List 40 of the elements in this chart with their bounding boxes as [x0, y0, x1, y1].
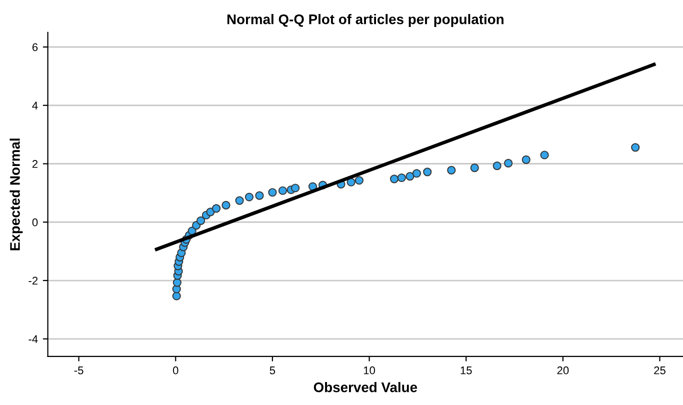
- point: [470, 164, 479, 172]
- point: [447, 166, 456, 174]
- point: [222, 200, 230, 210]
- point: [631, 143, 640, 152]
- point: [406, 172, 414, 181]
- point: [540, 150, 549, 160]
- x-axis-title: Observed Value: [314, 382, 418, 392]
- point: [278, 186, 288, 195]
- point: [492, 162, 502, 170]
- point: [397, 173, 406, 182]
- chart-title: Normal Q-Q Plot of articles per population: [227, 14, 504, 27]
- x-tick-label: 5: [270, 366, 276, 374]
- point: [196, 216, 206, 225]
- point: [412, 169, 422, 178]
- x-tick-label: 20: [557, 366, 569, 374]
- y-tick-label: 4: [32, 102, 38, 110]
- point: [268, 188, 277, 197]
- y-tick-label: -4: [28, 335, 38, 343]
- y-tick-label: 0: [32, 218, 38, 226]
- point: [522, 155, 530, 164]
- x-tick-label: -5: [74, 366, 84, 374]
- point: [172, 278, 182, 287]
- y-tick-label: -2: [28, 276, 38, 285]
- point: [390, 174, 399, 184]
- y-tick-label: 2: [32, 160, 38, 168]
- y-axis-title: Expected Normal: [10, 138, 23, 250]
- point: [291, 184, 300, 192]
- y-tick-label: 6: [32, 43, 38, 52]
- x-tick-label: 10: [364, 366, 376, 374]
- point: [423, 168, 432, 176]
- x-tick-label: 15: [460, 366, 472, 374]
- point: [504, 158, 513, 168]
- x-tick-label: 25: [654, 366, 666, 374]
- point: [172, 292, 181, 300]
- x-tick-label: 0: [172, 366, 178, 374]
- point: [235, 196, 244, 205]
- point: [255, 191, 264, 200]
- point: [354, 176, 364, 185]
- point: [212, 204, 221, 213]
- point: [244, 192, 254, 202]
